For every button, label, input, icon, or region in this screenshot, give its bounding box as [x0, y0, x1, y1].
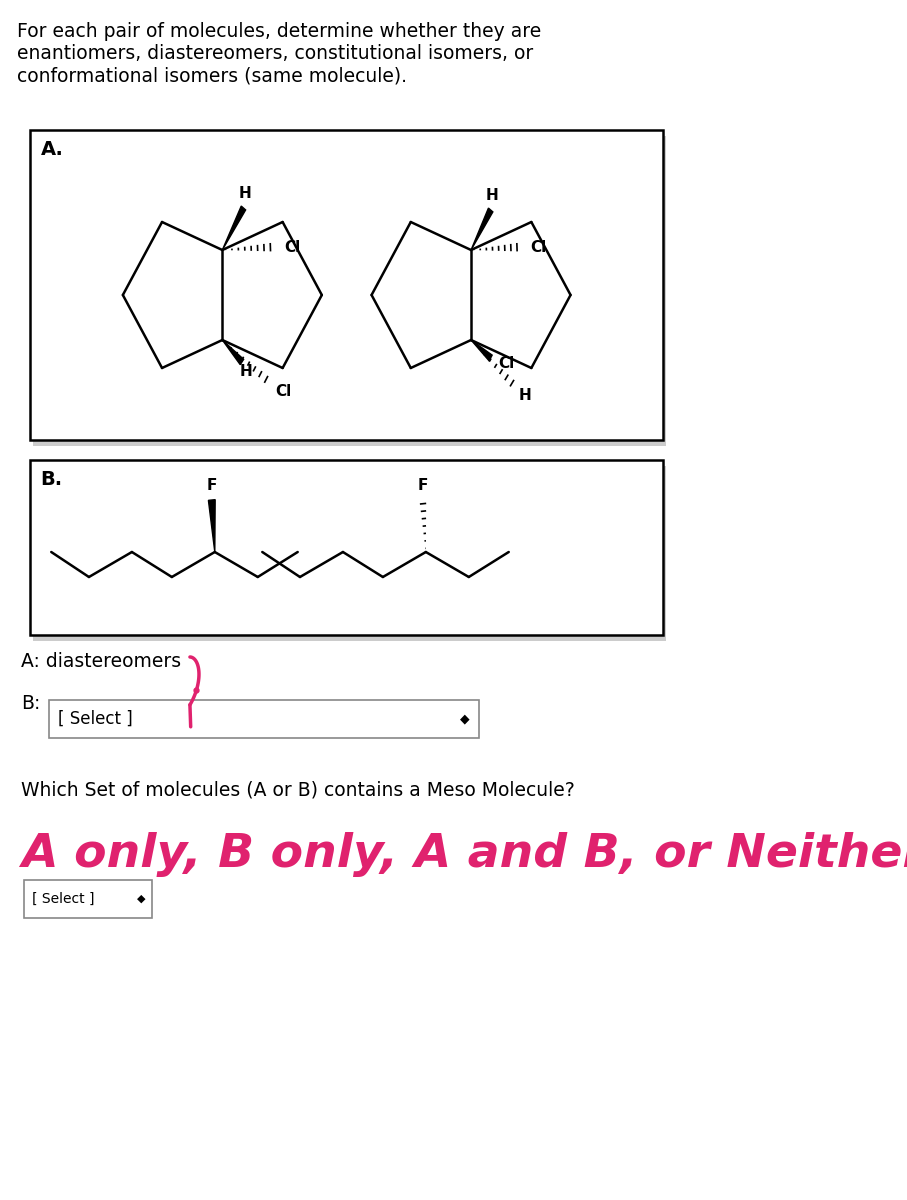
FancyBboxPatch shape [30, 460, 663, 635]
FancyBboxPatch shape [34, 136, 667, 446]
Text: H: H [240, 365, 253, 379]
Text: ◆: ◆ [460, 713, 470, 726]
Text: Which Set of molecules (A or B) contains a Meso Molecule?: Which Set of molecules (A or B) contains… [21, 780, 575, 799]
Text: Cl: Cl [531, 240, 547, 254]
Polygon shape [209, 499, 215, 552]
Text: Cl: Cl [498, 356, 514, 372]
Text: Cl: Cl [284, 240, 300, 254]
FancyBboxPatch shape [34, 466, 667, 641]
Text: A.: A. [41, 140, 63, 158]
FancyBboxPatch shape [24, 880, 152, 918]
Text: B.: B. [41, 470, 63, 490]
FancyBboxPatch shape [30, 130, 663, 440]
Text: F: F [417, 478, 428, 492]
FancyBboxPatch shape [49, 700, 479, 738]
Polygon shape [471, 340, 493, 361]
Polygon shape [222, 206, 246, 250]
Text: [ Select ]: [ Select ] [58, 710, 132, 728]
Text: F: F [207, 478, 217, 492]
Text: [ Select ]: [ Select ] [32, 892, 94, 906]
Text: For each pair of molecules, determine whether they are
enantiomers, diastereomer: For each pair of molecules, determine wh… [16, 22, 541, 85]
Text: H: H [486, 188, 499, 204]
Text: H: H [519, 389, 532, 403]
Text: A: diastereomers: A: diastereomers [21, 652, 181, 671]
Text: ◆: ◆ [138, 894, 146, 904]
Text: A only, B only, A and B, or Neither: A only, B only, A and B, or Neither [21, 832, 907, 877]
Polygon shape [471, 208, 493, 250]
Polygon shape [222, 340, 244, 365]
Text: Cl: Cl [275, 384, 291, 400]
Text: B:: B: [21, 694, 41, 713]
Text: H: H [239, 186, 251, 200]
